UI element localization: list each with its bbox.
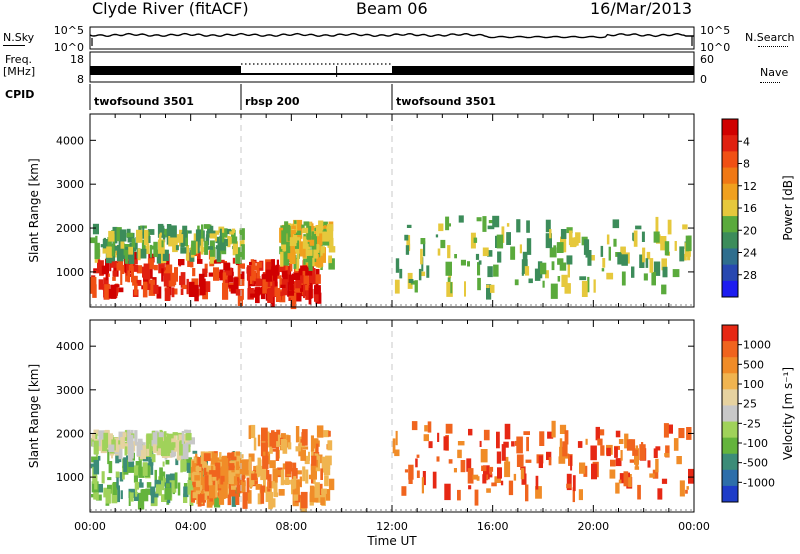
power-panel-ytick-label-3000: 3000 [56, 178, 84, 191]
station-title: Clyde River (fitACF) [92, 0, 249, 18]
velocity-panel-colorbar-seg-10 [722, 485, 738, 503]
power-panel-ytick-label-1000: 1000 [56, 266, 84, 279]
velocity-panel-region-3 [241, 424, 335, 512]
freq-left-tick-bottom: 8 [77, 73, 84, 86]
power-panel-ylabel: Slant Range [km] [27, 158, 41, 262]
velocity-panel-region-4 [392, 420, 694, 506]
freq-label: Freq. [5, 53, 33, 66]
date-title: 16/Mar/2013 [590, 0, 693, 18]
power-panel-colorbar-seg-10 [722, 280, 738, 298]
freq-band-2 [241, 73, 392, 75]
velocity-panel-colorbar-seg-7 [722, 437, 738, 455]
velocity-panel-frame [89, 319, 695, 513]
velocity-panel-ytick-label-3000: 3000 [56, 384, 84, 397]
power-panel-cb-label-2: 12 [743, 180, 757, 193]
velocity-panel-ylabel: Slant Range [km] [27, 364, 41, 468]
velocity-panel-cb-label-1: 500 [743, 358, 764, 371]
power-panel-colorbar-seg-4 [722, 183, 738, 201]
power-panel-cb-label-4: 20 [743, 224, 757, 237]
velocity-panel-xtick-label-0: 00:00 [74, 520, 106, 533]
velocity-panel-ytick-label-2000: 2000 [56, 427, 84, 440]
power-panel-region-4 [394, 215, 692, 300]
velocity-panel-colorbar-seg-5 [722, 405, 738, 423]
power-panel-cb-label-1: 8 [743, 158, 750, 171]
cpid-segment-label-0: twofsound 3501 [94, 95, 194, 108]
velocity-panel-cb-label-5: -100 [743, 437, 768, 450]
cpid-segment-label-1: rbsp 200 [245, 95, 300, 108]
noise-left-tick-top: 10^5 [54, 24, 84, 37]
nsearch-label: N.Search [745, 31, 795, 44]
freq-panel-frame [89, 51, 695, 83]
power-panel-colorbar-seg-8 [722, 248, 738, 266]
freq-unit-label: [MHz] [3, 65, 36, 78]
cpid-label: CPID [5, 88, 35, 101]
freq-left-tick-top: 18 [70, 53, 84, 66]
power-panel-ytick-label-4000: 4000 [56, 134, 84, 147]
velocity-panel-colorbar-seg-4 [722, 389, 738, 406]
nsearch-legend-line [758, 46, 788, 47]
power-panel-colorbar-seg-6 [722, 216, 738, 233]
velocity-panel-colorbar-seg-0 [722, 325, 738, 342]
freq-right-tick-top: 60 [700, 53, 714, 66]
velocity-panel-xtick-label-4: 16:00 [477, 520, 509, 533]
velocity-panel-cb-label-6: -500 [743, 457, 768, 470]
power-panel-cb-label-3: 16 [743, 202, 757, 215]
power-panel-colorbar-seg-7 [722, 232, 738, 249]
freq-right-tick-bottom: 0 [700, 73, 707, 86]
freq-band-1 [90, 66, 241, 75]
power-panel-cb-label-5: 24 [743, 247, 757, 260]
velocity-panel-xtick-label-1: 04:00 [175, 520, 207, 533]
noise-right-tick-bottom: 10^0 [700, 41, 730, 54]
noise-left-tick-bottom: 10^0 [54, 41, 84, 54]
power-panel-colorbar-seg-0 [722, 119, 738, 136]
power-panel-region-1 [90, 223, 245, 264]
power-panel-colorbar-seg-2 [722, 151, 738, 169]
cpid-segment-label-2: twofsound 3501 [396, 95, 496, 108]
power-panel-cb-label-6: 28 [743, 269, 757, 282]
velocity-panel-colorbar-label: Velocity [m s⁻¹] [781, 367, 795, 460]
velocity-panel-xtick-label-2: 08:00 [275, 520, 307, 533]
power-panel-colorbar-seg-9 [722, 264, 738, 282]
velocity-panel-xlabel: Time UT [366, 534, 417, 548]
velocity-panel-cb-label-3: 25 [743, 398, 757, 411]
velocity-panel-ytick-label-4000: 4000 [56, 340, 84, 353]
velocity-panel-cb-label-4: -25 [743, 417, 761, 430]
velocity-panel-colorbar-frame [721, 324, 739, 503]
velocity-panel-xtick-label-3: 12:00 [376, 520, 408, 533]
velocity-panel-xtick-label-5: 20:00 [577, 520, 609, 533]
nave-label: Nave [760, 66, 789, 79]
beam-title: Beam 06 [356, 0, 428, 18]
power-panel-colorbar-label: Power [dB] [781, 175, 795, 240]
velocity-panel-cb-label-2: 100 [743, 378, 764, 391]
power-panel-colorbar-seg-3 [722, 167, 738, 185]
noise-sky-trace [89, 32, 694, 39]
velocity-panel-colorbar-seg-6 [722, 421, 738, 439]
velocity-panel-colorbar-seg-9 [722, 469, 738, 487]
power-panel-ytick-label-2000: 2000 [56, 222, 84, 235]
velocity-panel-xtick-label-6: 00:00 [678, 520, 710, 533]
power-panel-colorbar-seg-5 [722, 199, 738, 217]
velocity-panel-colorbar-seg-2 [722, 357, 738, 374]
velocity-panel-colorbar-seg-8 [722, 453, 738, 471]
velocity-panel-colorbar-seg-1 [722, 341, 738, 358]
nave-legend-line [760, 82, 780, 83]
power-panel-region-3 [279, 219, 336, 271]
noise-right-tick-top: 10^5 [700, 24, 730, 37]
velocity-panel-cb-label-7: -1000 [743, 476, 775, 489]
nsky-label: N.Sky [3, 31, 35, 44]
velocity-panel-region-1 [91, 429, 195, 462]
velocity-panel-colorbar-seg-3 [722, 373, 738, 390]
velocity-panel-cb-label-0: 1000 [743, 339, 771, 352]
noise-panel-frame [89, 26, 695, 50]
freq-band-3 [392, 66, 694, 75]
power-panel-colorbar-seg-1 [722, 135, 738, 152]
nsky-legend-line [3, 45, 25, 46]
power-panel-cb-label-0: 4 [743, 135, 750, 148]
velocity-panel-ytick-label-1000: 1000 [56, 471, 84, 484]
